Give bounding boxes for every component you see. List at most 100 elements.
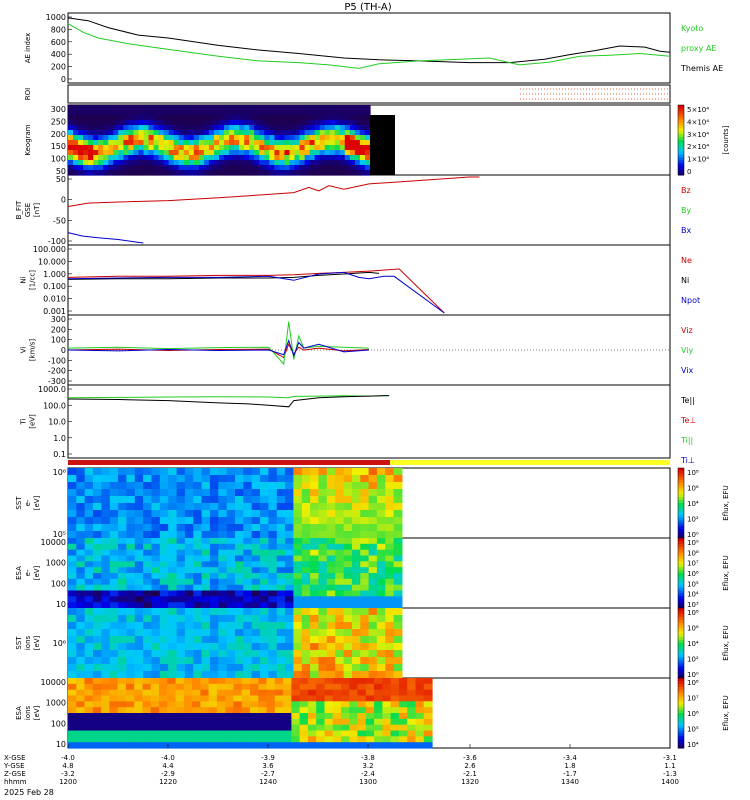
spectrogram-cell-sste	[335, 482, 345, 490]
spectrogram-cell-keo	[113, 145, 119, 151]
spectrogram-cell-keo	[329, 165, 336, 171]
spectrogram-cell-keo	[188, 150, 195, 156]
spectrogram-cell-sste	[68, 503, 77, 511]
spectrogram-cell-esai	[390, 730, 400, 737]
spectrogram-cell-keo	[314, 120, 321, 126]
spectrogram-cell-sste	[93, 531, 102, 539]
spectrogram-cell-keo	[93, 125, 99, 131]
spectrogram-cell-ssti	[84, 657, 94, 665]
spectrogram-cell-esai	[159, 701, 168, 708]
spectrogram-cell-keo	[83, 140, 89, 146]
spectrogram-cell-esae	[310, 573, 319, 580]
spectrogram-cell-keo	[88, 115, 94, 121]
spectrogram-cell-keo	[249, 140, 255, 146]
spectrogram-cell-sste	[251, 489, 261, 497]
spectrogram-cell-keo	[138, 150, 145, 156]
spectrogram-cell-esai	[117, 730, 127, 737]
spectrogram-cell-esai	[299, 707, 309, 714]
spectrogram-cell-esai	[92, 683, 102, 691]
spectrogram-cell-sste	[151, 475, 161, 483]
spectrogram-cell-ssti	[376, 657, 386, 665]
spectrogram-cell-keo	[214, 120, 220, 126]
colorbar-tick-sste: 10⁴	[687, 500, 699, 508]
spectrogram-cell-esai	[258, 689, 268, 697]
spectrogram-cell-keo	[274, 165, 280, 171]
spectrogram-cell-keo	[319, 120, 326, 126]
spectrogram-cell-keo	[264, 150, 270, 156]
xaxis-value: 1240	[259, 778, 277, 786]
spectrogram-cell-esai	[192, 736, 201, 743]
spectrogram-cell-keo	[113, 105, 119, 111]
spectrogram-cell-keo	[264, 120, 270, 126]
spectrogram-cell-keo	[289, 160, 296, 166]
spectrogram-cell-keo	[314, 150, 321, 156]
colorbar-cell-sste	[678, 532, 684, 536]
spectrogram-cell-keo	[188, 160, 195, 166]
spectrogram-cell-esai	[134, 678, 144, 685]
spectrogram-cell-ssti	[201, 615, 211, 623]
spectrogram-cell-esai	[150, 689, 160, 697]
spectrogram-cell-esai	[192, 730, 201, 737]
spectrogram-cell-ssti	[209, 671, 219, 679]
spectrogram-cell-ssti	[326, 615, 336, 623]
spectrogram-cell-esae	[268, 549, 278, 557]
spectrogram-cell-sste	[118, 475, 127, 483]
spectrogram-cell-sste	[368, 517, 378, 525]
colorbar-cell-sste	[678, 535, 684, 539]
spectrogram-cell-esae	[143, 549, 152, 557]
colorbar-tick-keo: 0	[687, 168, 691, 176]
spectrogram-cell-esae	[368, 578, 378, 586]
xaxis-value: 2.6	[464, 762, 476, 770]
spectrogram-cell-ssti	[68, 650, 77, 658]
spectrogram-cell-keo	[299, 160, 306, 166]
spectrogram-cell-ssti	[268, 608, 278, 616]
spectrogram-cell-esai	[101, 695, 110, 702]
spectrogram-cell-esae	[168, 561, 178, 568]
spectrogram-cell-esae	[218, 561, 228, 568]
spectrogram-cell-esae	[168, 567, 178, 574]
spectrogram-cell-esae	[360, 573, 370, 580]
spectrogram-cell-keo	[274, 130, 280, 136]
spectrogram-cell-esae	[318, 567, 328, 574]
spectrogram-cell-sste	[126, 503, 136, 511]
spectrogram-cell-keo	[133, 110, 139, 116]
colorbar-cell-ssti	[678, 608, 684, 612]
spectrogram-cell-esae	[68, 590, 77, 597]
spectrogram-cell-esai	[208, 678, 218, 685]
spectrogram-cell-ssti	[134, 608, 144, 616]
spectrogram-cell-keo	[359, 165, 366, 171]
colorbar-frame-keo	[677, 104, 685, 176]
spectrogram-cell-keo	[249, 135, 255, 141]
xaxis-value: -2.4	[361, 770, 375, 778]
spectrogram-cell-esae	[118, 543, 127, 551]
spectrogram-cell-sste	[335, 524, 345, 532]
spectrogram-cell-esai	[357, 695, 367, 702]
spectrogram-cell-keo	[88, 110, 94, 116]
spectrogram-cell-esai	[159, 678, 168, 685]
spectrogram-cell-esai	[92, 730, 102, 737]
spectrogram-cell-keo	[319, 150, 326, 156]
spectrogram-cell-esai	[299, 689, 309, 697]
spectrogram-cell-keo	[329, 155, 336, 161]
spectrogram-cell-sste	[159, 510, 169, 518]
spectrogram-cell-esae	[343, 578, 353, 586]
spectrogram-cell-ssti	[326, 629, 336, 637]
spectrogram-cell-esai	[117, 701, 127, 708]
spectrogram-cell-esae	[143, 578, 152, 586]
spectrogram-cell-sste	[251, 524, 261, 532]
colorbar-cell-sste	[678, 500, 684, 504]
spectrogram-cell-keo	[219, 140, 225, 146]
spectrogram-cell-keo	[279, 120, 285, 126]
spectrogram-cell-esai	[250, 730, 259, 737]
colorbar-cell-keo	[678, 110, 684, 115]
spectrogram-cell-esai	[167, 689, 177, 697]
spectrogram-cell-keo	[118, 170, 124, 176]
spectrogram-cell-esae	[260, 549, 269, 557]
spectrogram-cell-esae	[301, 584, 311, 592]
spectrogram-cell-esae	[168, 596, 178, 603]
panel-ylabel-vi: [km/s]	[29, 339, 37, 362]
spectrogram-cell-ssti	[126, 608, 136, 616]
spectrogram-cell-ssti	[209, 629, 219, 637]
spectrogram-cell-ssti	[326, 622, 336, 630]
spectrogram-cell-sste	[109, 475, 119, 483]
